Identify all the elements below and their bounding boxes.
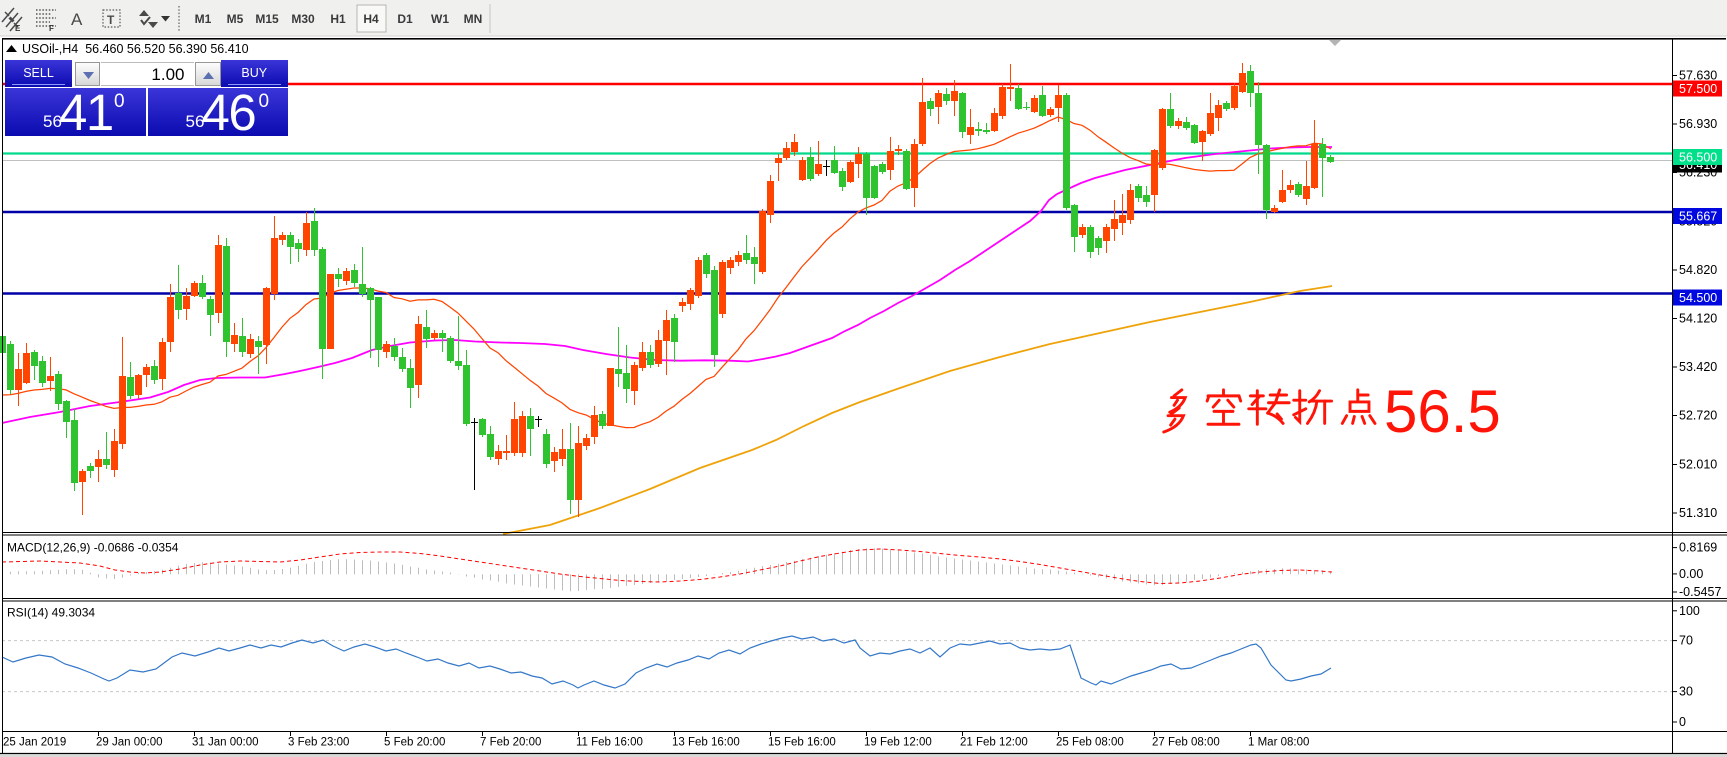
svg-text:D1: D1 [397,12,413,26]
svg-text:F: F [49,24,54,33]
svg-text:M5: M5 [227,12,244,26]
svg-text:-0.5457: -0.5457 [1679,585,1721,599]
svg-text:25 Feb 08:00: 25 Feb 08:00 [1056,737,1124,749]
svg-text:29 Jan 00:00: 29 Jan 00:00 [96,737,163,749]
svg-text:57.630: 57.630 [1679,69,1717,83]
svg-text:0.8169: 0.8169 [1679,541,1717,555]
svg-text:31 Jan 00:00: 31 Jan 00:00 [192,737,259,749]
svg-text:RSI(14) 49.3034: RSI(14) 49.3034 [7,606,95,620]
svg-text:7 Feb 20:00: 7 Feb 20:00 [480,737,541,749]
svg-text:M15: M15 [255,12,279,26]
svg-text:MN: MN [464,12,483,26]
svg-text:13 Feb 16:00: 13 Feb 16:00 [672,737,740,749]
svg-text:H1: H1 [330,12,346,26]
svg-text:51.310: 51.310 [1679,506,1717,520]
svg-text:56.930: 56.930 [1679,117,1717,131]
svg-text:70: 70 [1679,634,1693,648]
svg-text:11 Feb 16:00: 11 Feb 16:00 [576,737,643,749]
svg-text:54.120: 54.120 [1679,312,1717,326]
svg-text:3 Feb 23:00: 3 Feb 23:00 [288,737,349,749]
svg-text:1 Mar 08:00: 1 Mar 08:00 [1248,737,1309,749]
svg-text:27 Feb 08:00: 27 Feb 08:00 [1152,737,1220,749]
svg-text:30: 30 [1679,685,1693,699]
svg-text:5 Feb 20:00: 5 Feb 20:00 [384,737,445,749]
svg-text:100: 100 [1679,604,1700,618]
svg-text:M1: M1 [195,12,212,26]
svg-text:A: A [71,10,83,29]
svg-text:54.820: 54.820 [1679,263,1717,277]
svg-text:0: 0 [1679,715,1686,729]
svg-text:W1: W1 [431,12,449,26]
svg-text:56.500: 56.500 [1679,151,1717,165]
svg-text:19 Feb 12:00: 19 Feb 12:00 [864,737,932,749]
svg-text:M30: M30 [291,12,315,26]
svg-text:21 Feb 12:00: 21 Feb 12:00 [960,737,1028,749]
svg-text:56.5: 56.5 [1384,378,1501,445]
svg-text:15 Feb 16:00: 15 Feb 16:00 [768,737,836,749]
svg-text:55.667: 55.667 [1679,210,1717,224]
svg-text:E: E [15,24,21,33]
svg-text:54.500: 54.500 [1679,291,1717,305]
svg-text:0.00: 0.00 [1679,567,1703,581]
svg-text:52.010: 52.010 [1679,458,1717,472]
svg-text:T: T [107,13,115,27]
svg-text:57.500: 57.500 [1679,82,1717,96]
svg-text:53.420: 53.420 [1679,360,1717,374]
svg-text:25 Jan 2019: 25 Jan 2019 [3,737,66,749]
svg-text:USOil-,H4 56.460 56.520 56.39: USOil-,H4 56.460 56.520 56.390 56.410 [22,42,249,56]
svg-text:52.720: 52.720 [1679,409,1717,423]
svg-text:H4: H4 [363,12,379,26]
svg-text:MACD(12,26,9) -0.0686 -0.0354: MACD(12,26,9) -0.0686 -0.0354 [7,541,179,555]
